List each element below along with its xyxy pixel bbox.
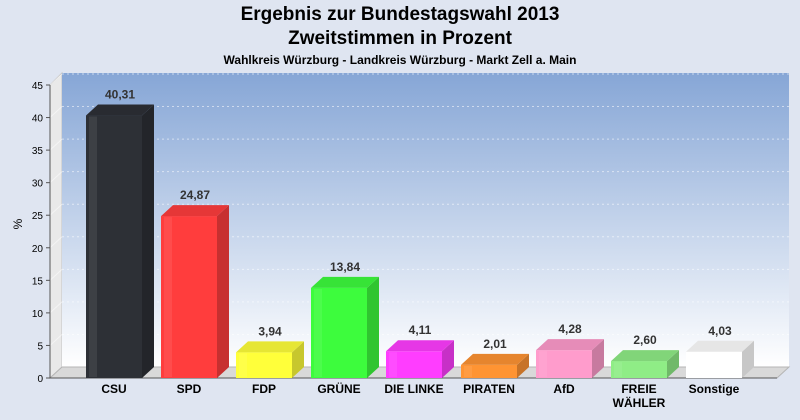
grid-line-side: [49, 268, 63, 281]
bar-side: [292, 341, 304, 378]
grid-line-side: [49, 106, 63, 118]
grid-line-side: [49, 334, 63, 346]
bar: [161, 216, 217, 378]
bar-value-label: 2,60: [633, 333, 657, 347]
x-tick-label: PIRATEN: [463, 382, 515, 396]
y-tick-label: 5: [37, 341, 43, 352]
bar-highlight: [239, 353, 247, 377]
bar: [686, 351, 742, 378]
bar: [461, 364, 517, 378]
bar: [86, 115, 142, 378]
bar-side: [442, 340, 454, 378]
chart-subtitle: Zweitstimmen in Prozent: [288, 28, 512, 49]
bar-side: [367, 276, 379, 378]
bar-top: [311, 276, 379, 288]
y-tick-label: 35: [32, 146, 44, 157]
bar-top: [236, 341, 304, 353]
y-tick-label: 30: [32, 179, 44, 190]
y-axis-label: %: [11, 218, 25, 229]
x-tick-label: FDP: [252, 382, 276, 396]
bar-group: 2,60 FREIE WÄHLER: [611, 333, 679, 410]
bar-side: [592, 339, 604, 378]
y-tick-label: 10: [32, 309, 44, 320]
bar-group: 13,84 GRÜNE: [311, 260, 379, 396]
bar-highlight: [689, 352, 697, 377]
bar: [536, 350, 592, 378]
bar-top: [86, 104, 154, 116]
bar-group: 40,31 CSU: [86, 88, 154, 396]
bar-side: [517, 353, 529, 378]
bar: [236, 352, 292, 378]
y-tick-label: 15: [32, 276, 44, 287]
grid-line-side: [49, 236, 63, 249]
bars: 40,31 CSU 24,87 SPD 3,94 FDP 13,84 GRÜNE 4,11 DIE…: [86, 88, 754, 410]
grid-line-side: [49, 301, 63, 314]
y-tick-label: 40: [32, 114, 44, 125]
bar-top: [686, 340, 754, 352]
plot-side-wall: [49, 71, 63, 380]
bar-group: 4,03 Sonstige: [686, 324, 754, 396]
x-tick-label: SPD: [177, 382, 202, 396]
bar-value-label: 40,31: [105, 88, 135, 102]
grid-lines: [49, 73, 789, 346]
bar-top: [461, 353, 529, 365]
chart-title: Ergebnis zur Bundestagswahl 2013: [240, 4, 560, 25]
bar-value-label: 24,87: [180, 188, 210, 202]
x-tick-label: CSU: [101, 382, 126, 396]
x-tick-label: AfD: [553, 382, 575, 396]
bar-group: 2,01 PIRATEN: [461, 337, 529, 396]
bar-value-label: 2,01: [483, 337, 507, 351]
bar-value-label: 3,94: [258, 324, 282, 338]
bar-highlight: [89, 116, 97, 377]
bar-top: [161, 205, 229, 217]
bar-group: 4,28 AfD: [536, 322, 604, 396]
y-tick-label: 45: [32, 81, 44, 92]
x-tick-label: FREIE WÄHLER: [613, 382, 666, 410]
bar-group: 3,94 FDP: [236, 324, 304, 396]
chart-caption: Wahlkreis Würzburg - Landkreis Würzburg …: [223, 53, 577, 67]
grid-line-side: [49, 73, 63, 86]
bar-side: [742, 340, 754, 378]
x-tick-label: DIE LINKE: [384, 382, 443, 396]
bar-top: [536, 339, 604, 351]
bar-value-label: 4,03: [708, 324, 732, 338]
y-tick-label: 25: [32, 211, 44, 222]
bar-value-label: 13,84: [330, 260, 360, 274]
bar-highlight: [614, 362, 622, 377]
bar-group: 4,11 DIE LINKE: [384, 323, 454, 396]
bar: [311, 287, 367, 378]
grid-line-side: [49, 171, 63, 184]
bar-highlight: [464, 365, 472, 377]
bar-highlight: [164, 217, 172, 377]
bar-top: [611, 350, 679, 362]
bar-highlight: [539, 351, 547, 377]
bar: [386, 351, 442, 378]
bar-side: [142, 104, 154, 378]
bar-highlight: [314, 288, 322, 377]
bar-value-label: 4,28: [558, 322, 582, 336]
y-tick-label: 0: [37, 374, 43, 385]
bar-top: [386, 340, 454, 352]
bar-side: [217, 205, 229, 378]
bar: [611, 361, 667, 378]
y-axis-ticks: 0 5 10 15 20 25 30 35 40 45: [32, 81, 50, 385]
grid-line-side: [49, 138, 63, 151]
y-tick-label: 20: [32, 244, 44, 255]
bar-side: [667, 350, 679, 378]
x-tick-label: Sonstige: [689, 382, 740, 396]
bar-value-label: 4,11: [409, 323, 432, 337]
x-tick-label: GRÜNE: [317, 381, 360, 396]
bar-highlight: [389, 352, 397, 377]
bar-group: 24,87 SPD: [161, 188, 229, 396]
grid-line-side: [49, 203, 63, 216]
